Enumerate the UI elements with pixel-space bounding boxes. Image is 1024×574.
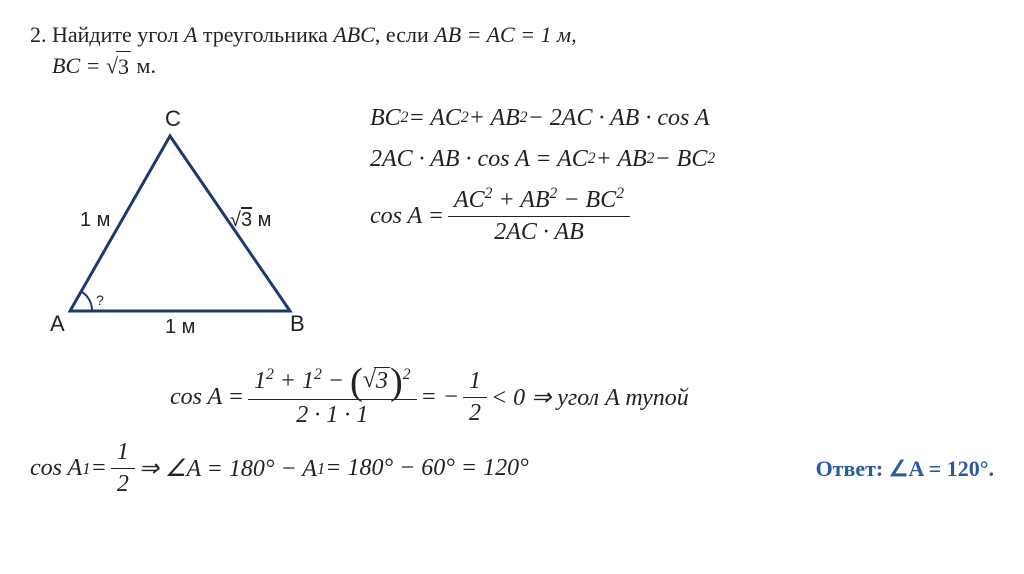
label-b: B [290,311,305,336]
triangle-diagram: C A B 1 м 1 м √3 м ? [30,91,350,357]
label-angle-ask: ? [96,292,104,308]
eq-line-4: cos A = 12 + 12 − (√3)2 2 · 1 · 1 = − 1 … [170,367,994,430]
label-a: A [50,311,65,336]
derivation: BC2 = AC2 + AB2 − 2AC · AB · cos A 2AC ·… [350,91,994,260]
label-c: C [165,106,181,131]
label-side-ab: 1 м [165,316,195,338]
label-side-cb: √3 м [230,209,271,231]
eq-line-5: cos A1 = 1 2 ⇒ ∠A = 180° − A1 = 180° − 6… [30,439,529,498]
problem-statement: 2. Найдите угол A треугольника ABC, если… [30,20,994,83]
eq-line-1: BC2 = AC2 + AB2 − 2AC · AB · cos A [370,105,994,132]
problem-number: 2. [30,22,47,47]
eq-line-3: cos A = AC2 + AB2 − BC2 2AC · AB [370,187,994,246]
eq-line-2: 2AC · AB · cos A = AC2 + AB2 − BC2 [370,146,994,173]
answer: Ответ: ∠A = 120°. [816,456,994,482]
label-side-ac: 1 м [80,209,110,231]
